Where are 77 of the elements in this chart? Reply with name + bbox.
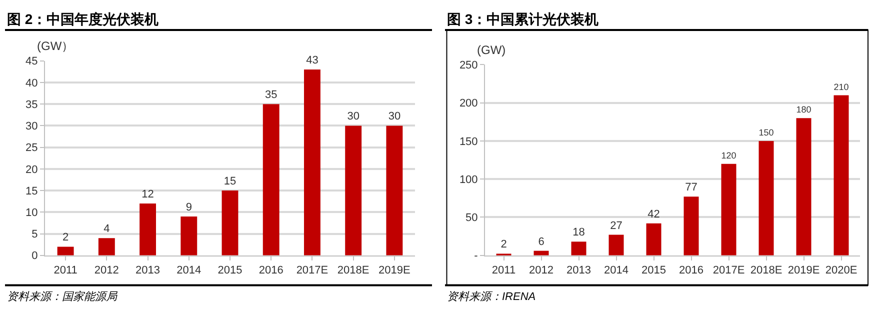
y-tick-label: 50 (466, 212, 478, 224)
chart-title: 图 2：中国年度光伏装机 (7, 11, 159, 27)
data-label: 18 (572, 226, 585, 239)
x-tick-label: 2016 (679, 264, 704, 277)
bar (57, 246, 74, 256)
data-label: 2 (500, 238, 507, 251)
y-tick-label: 0 (32, 250, 38, 262)
y-tick-label: 15 (26, 185, 38, 198)
x-tick-label: 2012 (529, 264, 554, 277)
bar (684, 196, 699, 256)
y-tick-label: 20 (26, 164, 38, 176)
y-tick-label: 40 (26, 77, 38, 90)
y-axis-title: (GW） (37, 39, 74, 53)
y-tick-label: 100 (459, 174, 478, 186)
data-label: 42 (648, 208, 660, 220)
bar (608, 234, 624, 256)
y-tick-label: 30 (26, 120, 38, 133)
x-tick-label: 2020E (825, 264, 858, 277)
bar (222, 190, 238, 256)
x-tick-label: 2013 (566, 264, 591, 277)
bar (571, 242, 586, 256)
chart-title: 图 3：中国累计光伏装机 (447, 11, 599, 27)
bar (758, 140, 774, 256)
x-tick-label: 2017E (296, 264, 328, 277)
y-tick-label: 5 (32, 228, 38, 241)
data-label: 4 (104, 223, 110, 236)
x-tick-label: 2014 (604, 264, 628, 277)
data-label: 180 (796, 104, 812, 115)
x-tick-label: 2015 (218, 264, 242, 277)
y-tick-label: 45 (26, 56, 38, 68)
text: 资料来源：IRENA (447, 290, 536, 303)
x-tick-label: 2013 (136, 264, 160, 277)
bar (796, 118, 812, 256)
y-tick-label: 10 (26, 206, 38, 219)
bar (721, 164, 736, 256)
bar (646, 223, 662, 256)
data-label: 120 (721, 150, 736, 160)
y-tick-label: 200 (459, 98, 478, 110)
x-tick-label: 2019E (378, 264, 410, 277)
data-label: 2 (62, 232, 69, 244)
data-label: 210 (834, 82, 849, 92)
data-label: 43 (306, 54, 318, 66)
x-tick-label: 2019E (788, 264, 820, 277)
y-tick-label: 250 (459, 60, 478, 72)
y-tick-label: 35 (26, 98, 38, 111)
x-tick-label: 2012 (94, 264, 119, 277)
y-tick-label: 150 (459, 136, 478, 148)
x-tick-label: 2015 (642, 264, 666, 277)
data-label: 77 (685, 182, 698, 194)
bar (345, 126, 362, 256)
data-label: 150 (758, 128, 774, 138)
x-tick-label: 2018E (750, 264, 782, 277)
data-label: 9 (186, 201, 192, 214)
x-tick-label: 2011 (54, 264, 78, 277)
data-label: 30 (347, 110, 360, 123)
data-label: 15 (224, 176, 236, 188)
data-label: 6 (538, 236, 544, 248)
x-tick-label: 2017E (712, 264, 745, 277)
bar (262, 104, 280, 256)
y-axis-title: (GW) (477, 43, 506, 57)
x-tick-label: 2016 (258, 264, 284, 277)
bar (386, 126, 403, 256)
bar (834, 95, 849, 256)
bar (304, 70, 320, 256)
bar (180, 216, 198, 256)
data-label: 35 (264, 89, 278, 102)
x-tick-label: 2011 (492, 264, 516, 277)
y-tick-label: - (474, 250, 478, 262)
data-label: 27 (610, 220, 622, 232)
x-tick-label: 2014 (176, 264, 202, 277)
bar (98, 238, 115, 256)
x-tick-label: 2018E (337, 264, 370, 277)
text: 资料来源：国家能源局 (7, 290, 118, 303)
y-tick-label: 25 (26, 142, 38, 154)
data-label: 12 (142, 188, 154, 200)
bar (140, 204, 156, 256)
data-label: 30 (388, 110, 401, 123)
